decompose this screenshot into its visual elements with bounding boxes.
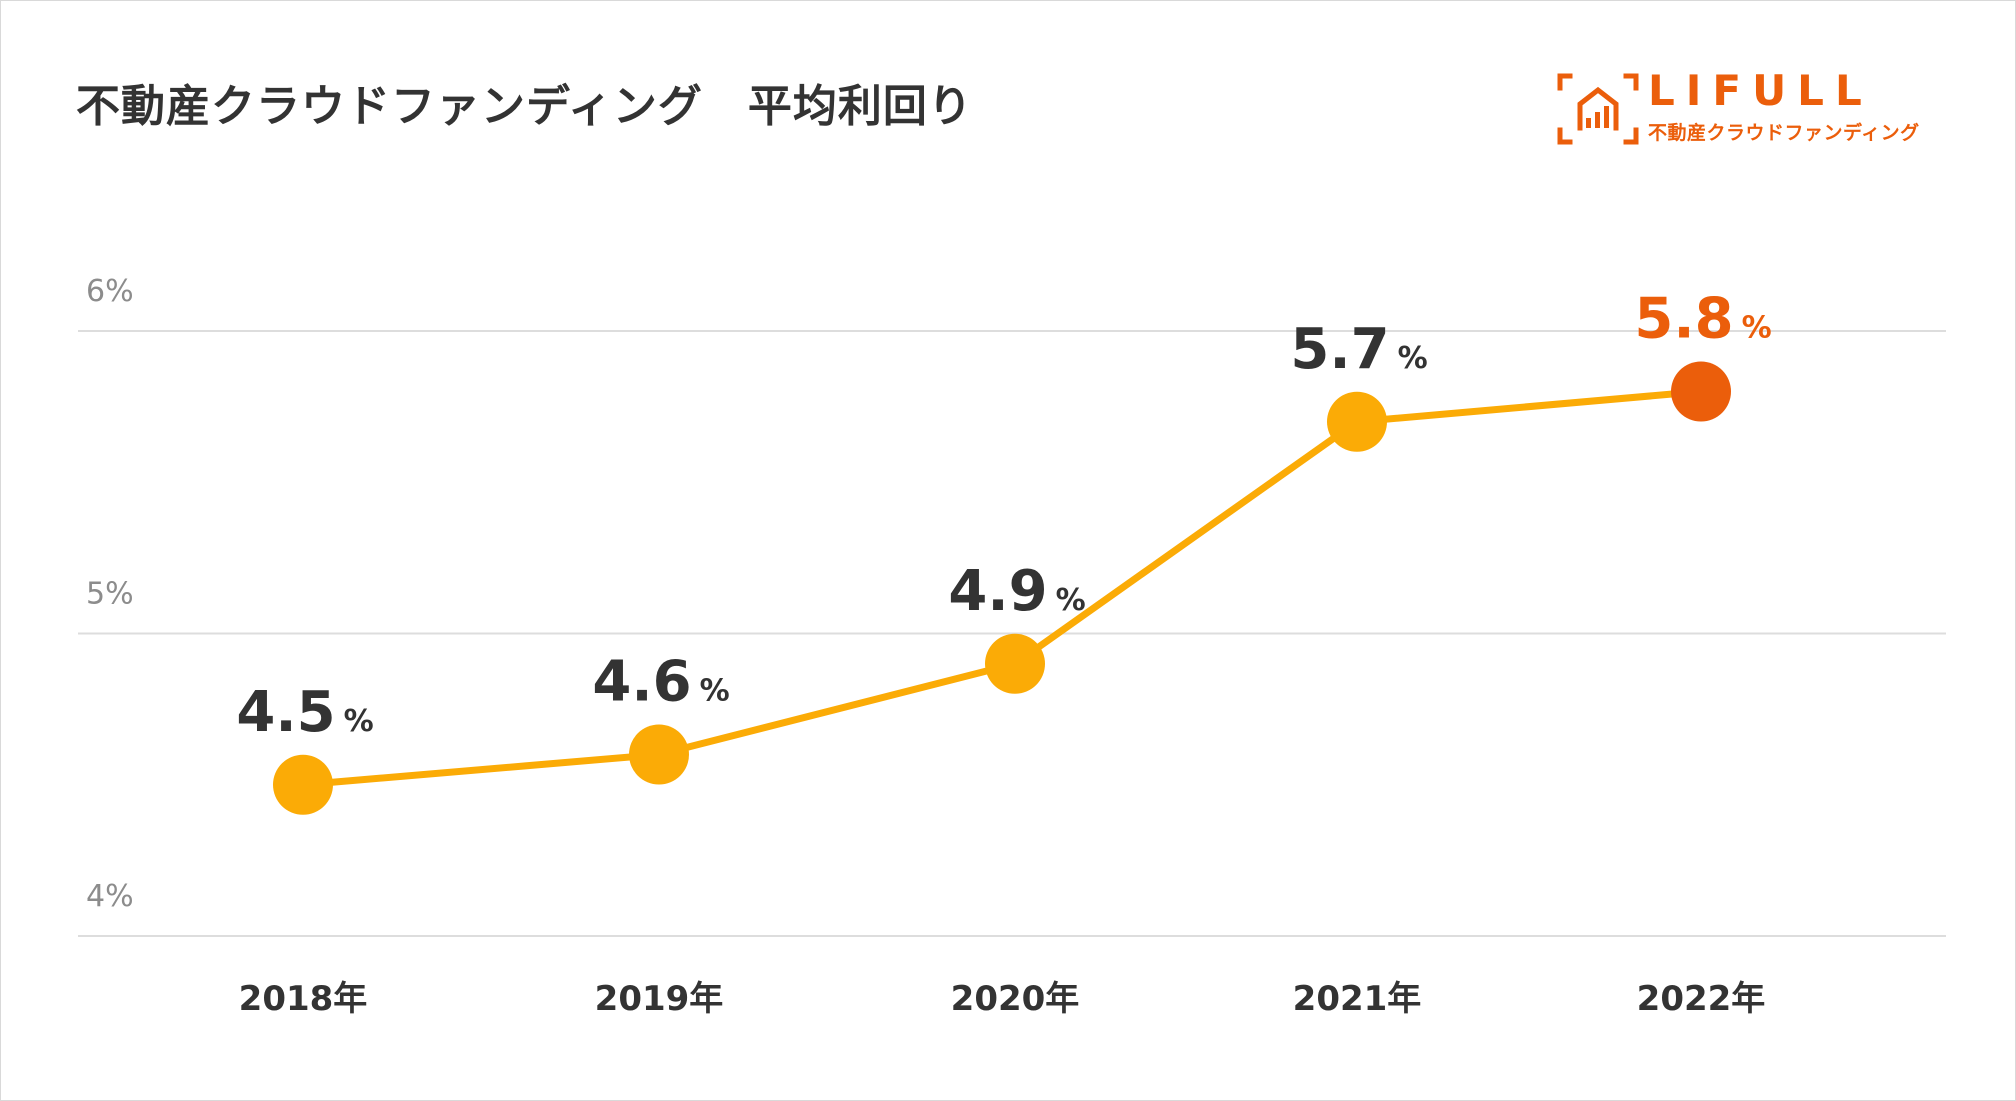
chart-title: 不動産クラウドファンディング 平均利回り	[76, 81, 973, 132]
x-axis: 2018年 2019年 2020年 2021年 2022年	[239, 979, 1766, 1019]
data-point-highlight	[1671, 361, 1731, 422]
data-points	[273, 361, 1731, 815]
y-tick-label: 5%	[86, 577, 134, 612]
data-label: 4.5%	[236, 680, 373, 745]
data-label: 5.8%	[1634, 287, 1771, 352]
logo-wordmark: LIFULL	[1648, 66, 1873, 115]
x-tick-label: 2021年	[1293, 979, 1422, 1019]
grid	[78, 330, 1946, 937]
data-label: 4.6%	[592, 650, 729, 715]
data-point	[273, 754, 333, 815]
data-labels: 4.5 % 4.6 % 4.9 % 5.7 % 5.8%	[236, 287, 1771, 745]
data-label: 4.9%	[948, 559, 1085, 624]
data-label: 5.7%	[1290, 317, 1427, 382]
data-point	[1327, 391, 1387, 452]
y-axis: 4% 5% 6%	[86, 274, 134, 914]
data-point	[629, 724, 689, 785]
lifull-logo: LIFULL 不動産クラウドファンディング	[1556, 66, 1936, 150]
y-tick-label: 4%	[86, 879, 134, 914]
logo-subtitle: 不動産クラウドファンディング	[1648, 122, 1920, 144]
x-tick-label: 2019年	[595, 979, 724, 1019]
x-tick-label: 2020年	[951, 979, 1080, 1019]
x-tick-label: 2018年	[239, 979, 368, 1019]
data-point	[985, 633, 1045, 694]
x-tick-label: 2022年	[1637, 979, 1766, 1019]
y-tick-label: 6%	[86, 274, 134, 309]
house-frame-icon	[1557, 73, 1639, 145]
